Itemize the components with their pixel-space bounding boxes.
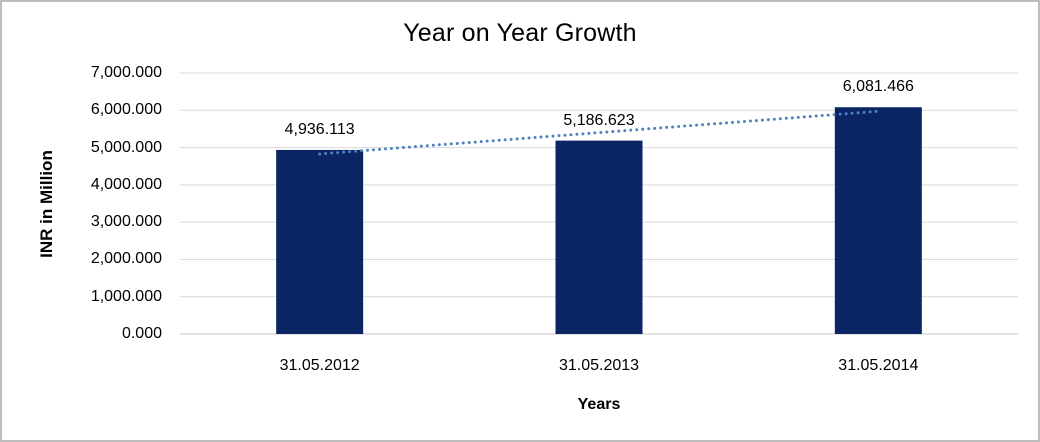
bar-value-label: 4,936.113 (284, 120, 355, 138)
trendline (318, 109, 880, 156)
x-tick-label: 31.05.2012 (279, 357, 360, 374)
x-tick-label: 31.05.2014 (838, 357, 919, 374)
chart-title: Year on Year Growth (403, 19, 637, 47)
y-tick-label: 3,000.000 (90, 213, 162, 231)
y-tick-label: 4,000.000 (90, 175, 162, 193)
x-tick-label: 31.05.2013 (558, 357, 640, 374)
bar-value-label: 6,081.466 (842, 78, 914, 96)
y-tick-label: 1,000.000 (90, 287, 162, 305)
bar (834, 107, 922, 334)
y-tick-label: 2,000.000 (90, 250, 162, 268)
bar-value-label: 5,186.623 (563, 111, 635, 129)
bar (276, 149, 364, 334)
y-tick-label: 0.000 (121, 325, 162, 342)
y-tick-label: 6,000.000 (90, 101, 162, 119)
bar (555, 140, 643, 334)
x-axis-title: Years (577, 396, 621, 413)
y-tick-label: 5,000.000 (90, 138, 162, 156)
y-tick-label: 7,000.000 (90, 64, 162, 81)
